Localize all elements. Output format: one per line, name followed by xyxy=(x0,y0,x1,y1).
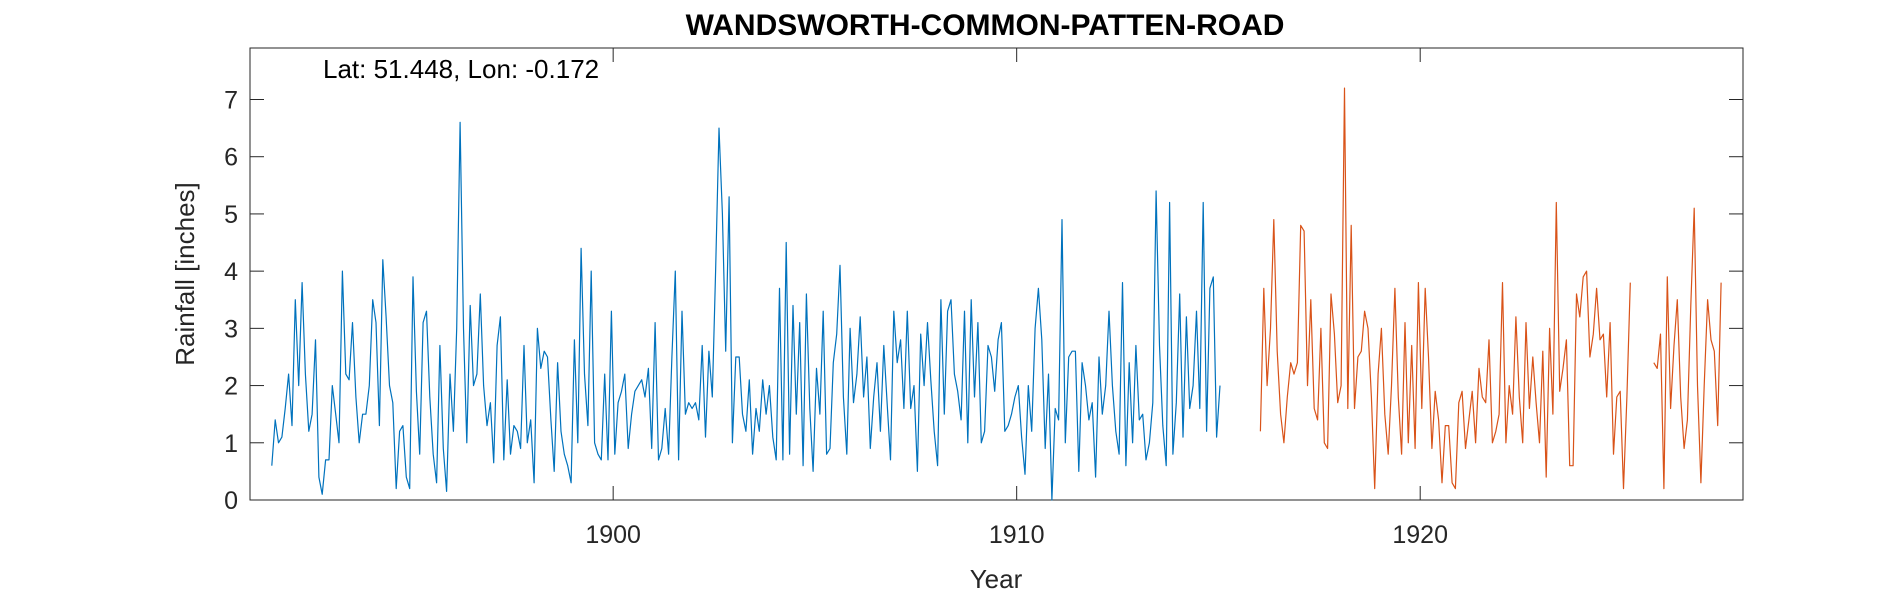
y-tick-label: 0 xyxy=(224,487,238,515)
plot-frame xyxy=(249,47,1744,501)
y-tick-label: 7 xyxy=(224,86,238,114)
x-axis-label: Year xyxy=(970,564,1023,591)
y-axis-label: Rainfall [inches] xyxy=(170,182,200,366)
series-line-2 xyxy=(1259,87,1722,490)
series-line-1 xyxy=(271,121,1221,501)
axis-ticks: 0 1 2 3 4 5 6 7 1900 1910 1920 xyxy=(224,48,1743,549)
x-tick-label: 1900 xyxy=(585,521,641,549)
y-tick-label: 2 xyxy=(224,373,238,401)
x-tick-label: 1920 xyxy=(1392,521,1448,549)
series-layer xyxy=(271,87,1722,501)
y-tick-label: 6 xyxy=(224,144,238,172)
y-tick-label: 3 xyxy=(224,315,238,343)
y-tick-label: 4 xyxy=(224,258,238,286)
lat-lon-annotation: Lat: 51.448, Lon: -0.172 xyxy=(323,54,599,84)
x-tick-label: 1910 xyxy=(989,521,1045,549)
y-tick-label: 1 xyxy=(224,430,238,458)
chart-title: WANDSWORTH-COMMON-PATTEN-ROAD xyxy=(686,9,1285,42)
y-tick-label: 5 xyxy=(224,201,238,229)
